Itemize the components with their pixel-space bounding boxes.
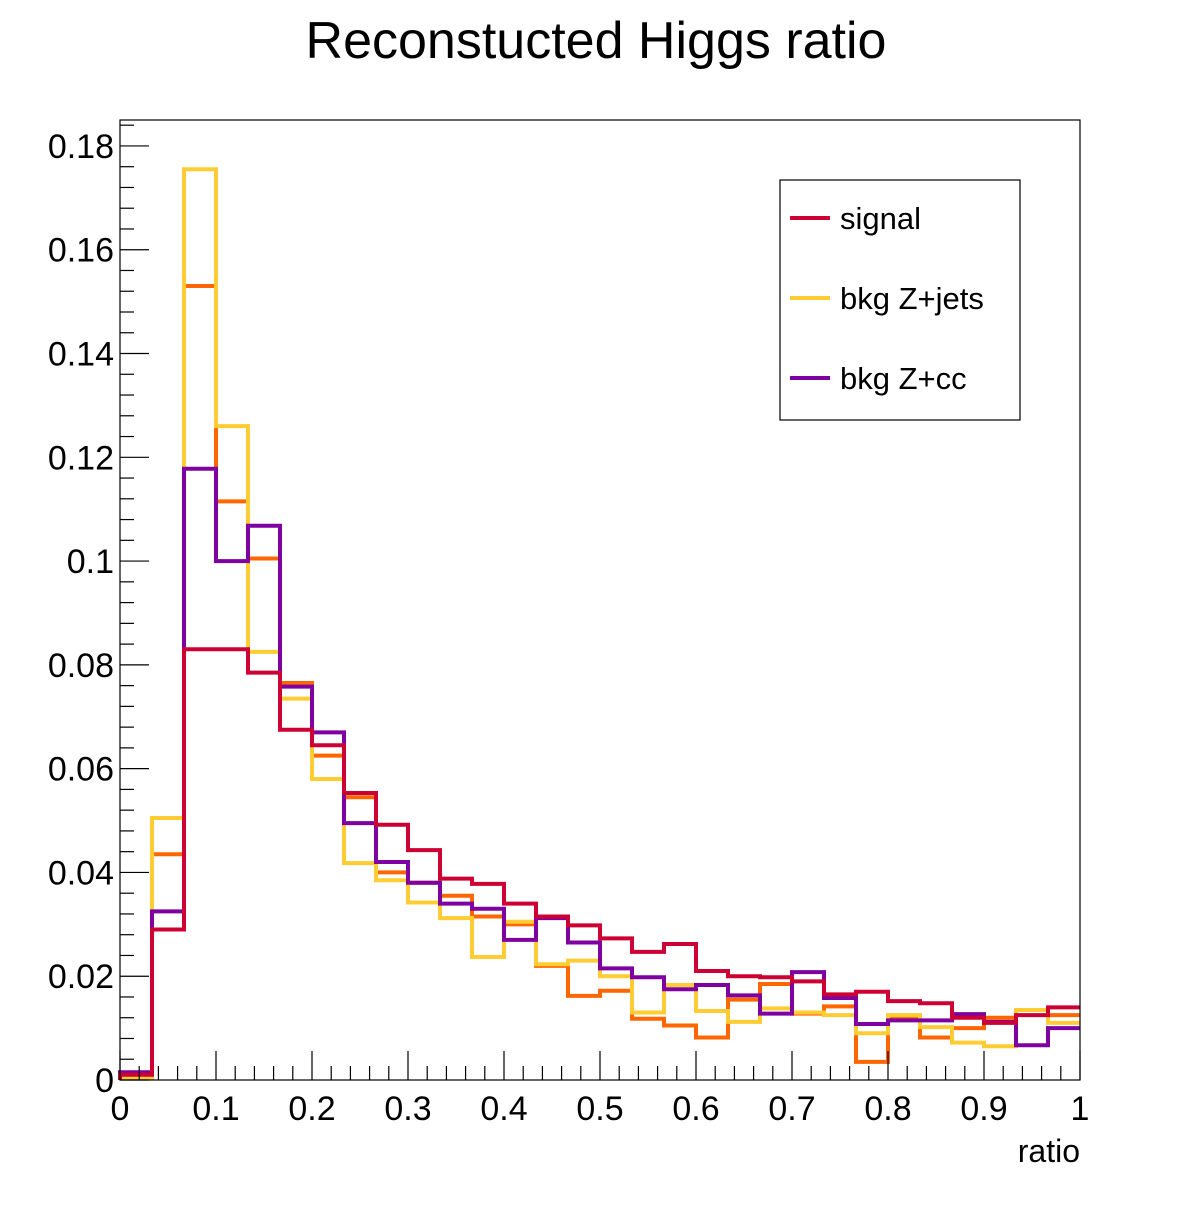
x-tick-label: 0.1 [192,1090,239,1128]
x-tick-label: 0.5 [576,1090,623,1128]
series-layer [118,167,1080,1080]
x-tick-label: 0.9 [960,1090,1007,1128]
series-line-signal [118,647,1080,1080]
y-tick-label: 0 [95,1062,114,1100]
y-tick-label: 0.16 [48,232,114,270]
x-tick-label: 0.2 [288,1090,335,1128]
legend: signal bkg Z+jets bkg Z+cc [779,179,1021,421]
y-tick-label: 0.02 [48,958,114,996]
legend-label: bkg Z+jets [840,281,984,316]
x-tick-label: 0.4 [480,1090,527,1128]
series-line-bkg-z-cc [118,466,1080,1080]
x-axis-label: ratio [1018,1133,1080,1169]
x-tick-label: 0.3 [384,1090,431,1128]
x-tick-label: 0 [111,1090,130,1128]
y-tick-label: 0.04 [48,854,114,892]
x-tick-label: 1 [1071,1090,1090,1128]
x-tick-label: 0.7 [768,1090,815,1128]
x-tick-label: 0.6 [672,1090,719,1128]
chart-title: Reconstucted Higgs ratio [306,12,887,70]
x-tick-label: 0.8 [864,1090,911,1128]
y-tick-label: 0.12 [48,439,114,477]
y-tick-label: 0.06 [48,751,114,789]
y-tick-label: 0.14 [48,336,114,374]
axes-layer: 0 0.1 0.2 0.3 0.4 0.5 0.6 0.7 0.8 0.9 1 0 0.02 0.04 0.… [48,124,1090,1128]
y-tick-label: 0.08 [48,647,114,685]
legend-label: bkg Z+cc [840,361,967,396]
legend-label: signal [840,201,921,236]
y-tick-label: 0.1 [67,543,114,581]
y-tick-label: 0.18 [48,128,114,166]
